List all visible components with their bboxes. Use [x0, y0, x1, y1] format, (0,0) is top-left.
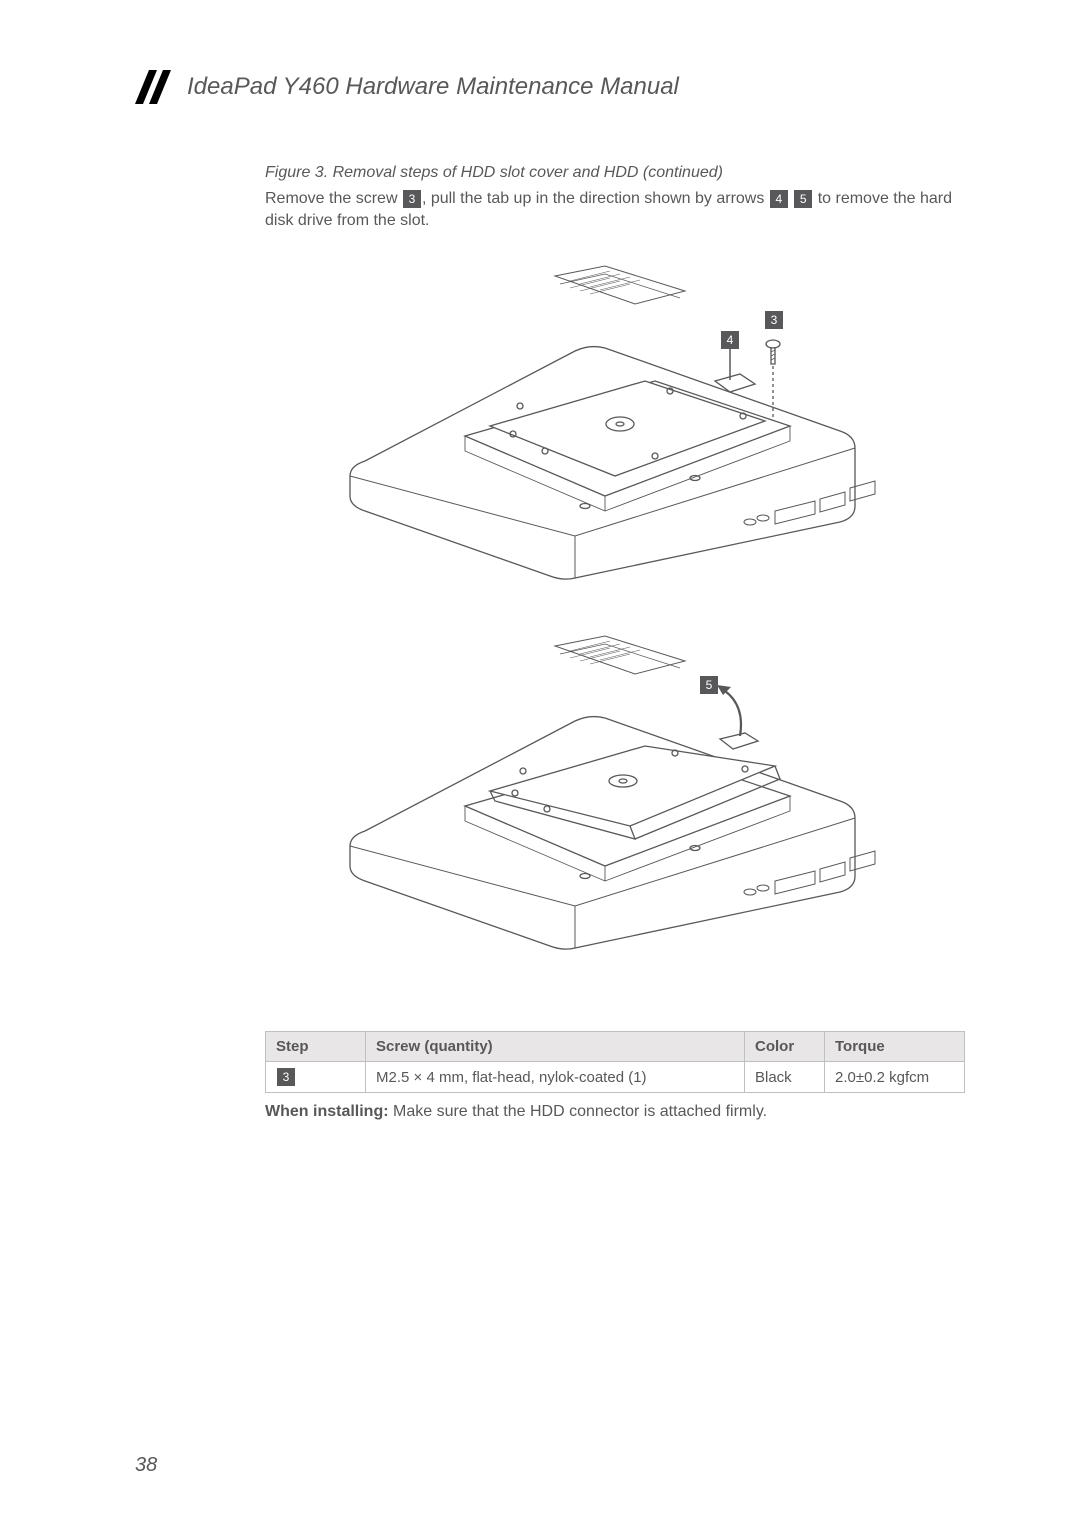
slash-logo-icon	[135, 70, 175, 104]
install-note-bold: When installing:	[265, 1103, 389, 1120]
col-header-step: Step	[266, 1032, 366, 1062]
content-area: Figure 3. Removal steps of HDD slot cove…	[265, 164, 965, 1121]
install-note: When installing: Make sure that the HDD …	[265, 1103, 965, 1121]
table-header-row: Step Screw (quantity) Color Torque	[266, 1032, 965, 1062]
hdd-diagram-1: 3 4	[265, 256, 965, 586]
col-header-color: Color	[745, 1032, 825, 1062]
step-badge-5: 5	[794, 190, 812, 208]
svg-text:5: 5	[706, 678, 713, 692]
page-number: 38	[135, 1454, 157, 1477]
step-badge-3: 3	[403, 190, 421, 208]
hdd-diagram-2: 5	[265, 621, 965, 961]
text-segment: Remove the screw	[265, 190, 402, 207]
step-badge-4: 4	[770, 190, 788, 208]
install-note-text: Make sure that the HDD connector is atta…	[389, 1103, 768, 1120]
page-header: IdeaPad Y460 Hardware Maintenance Manual	[135, 70, 965, 104]
figure-instruction: Remove the screw 3, pull the tab up in t…	[265, 188, 965, 231]
cell-step: 3	[266, 1062, 366, 1093]
col-header-torque: Torque	[825, 1032, 965, 1062]
svg-text:4: 4	[727, 333, 734, 347]
figure-caption: Figure 3. Removal steps of HDD slot cove…	[265, 164, 965, 182]
manual-title: IdeaPad Y460 Hardware Maintenance Manual	[187, 73, 679, 101]
screw-specification-table: Step Screw (quantity) Color Torque 3 M2.…	[265, 1031, 965, 1093]
row-step-badge: 3	[277, 1068, 295, 1086]
cell-color: Black	[745, 1062, 825, 1093]
cell-screw: M2.5 × 4 mm, flat-head, nylok-coated (1)	[366, 1062, 745, 1093]
col-header-screw: Screw (quantity)	[366, 1032, 745, 1062]
svg-text:3: 3	[771, 313, 778, 327]
text-segment: , pull the tab up in the direction shown…	[422, 190, 769, 207]
cell-torque: 2.0±0.2 kgfcm	[825, 1062, 965, 1093]
table-row: 3 M2.5 × 4 mm, flat-head, nylok-coated (…	[266, 1062, 965, 1093]
page-container: IdeaPad Y460 Hardware Maintenance Manual…	[0, 0, 1080, 1532]
